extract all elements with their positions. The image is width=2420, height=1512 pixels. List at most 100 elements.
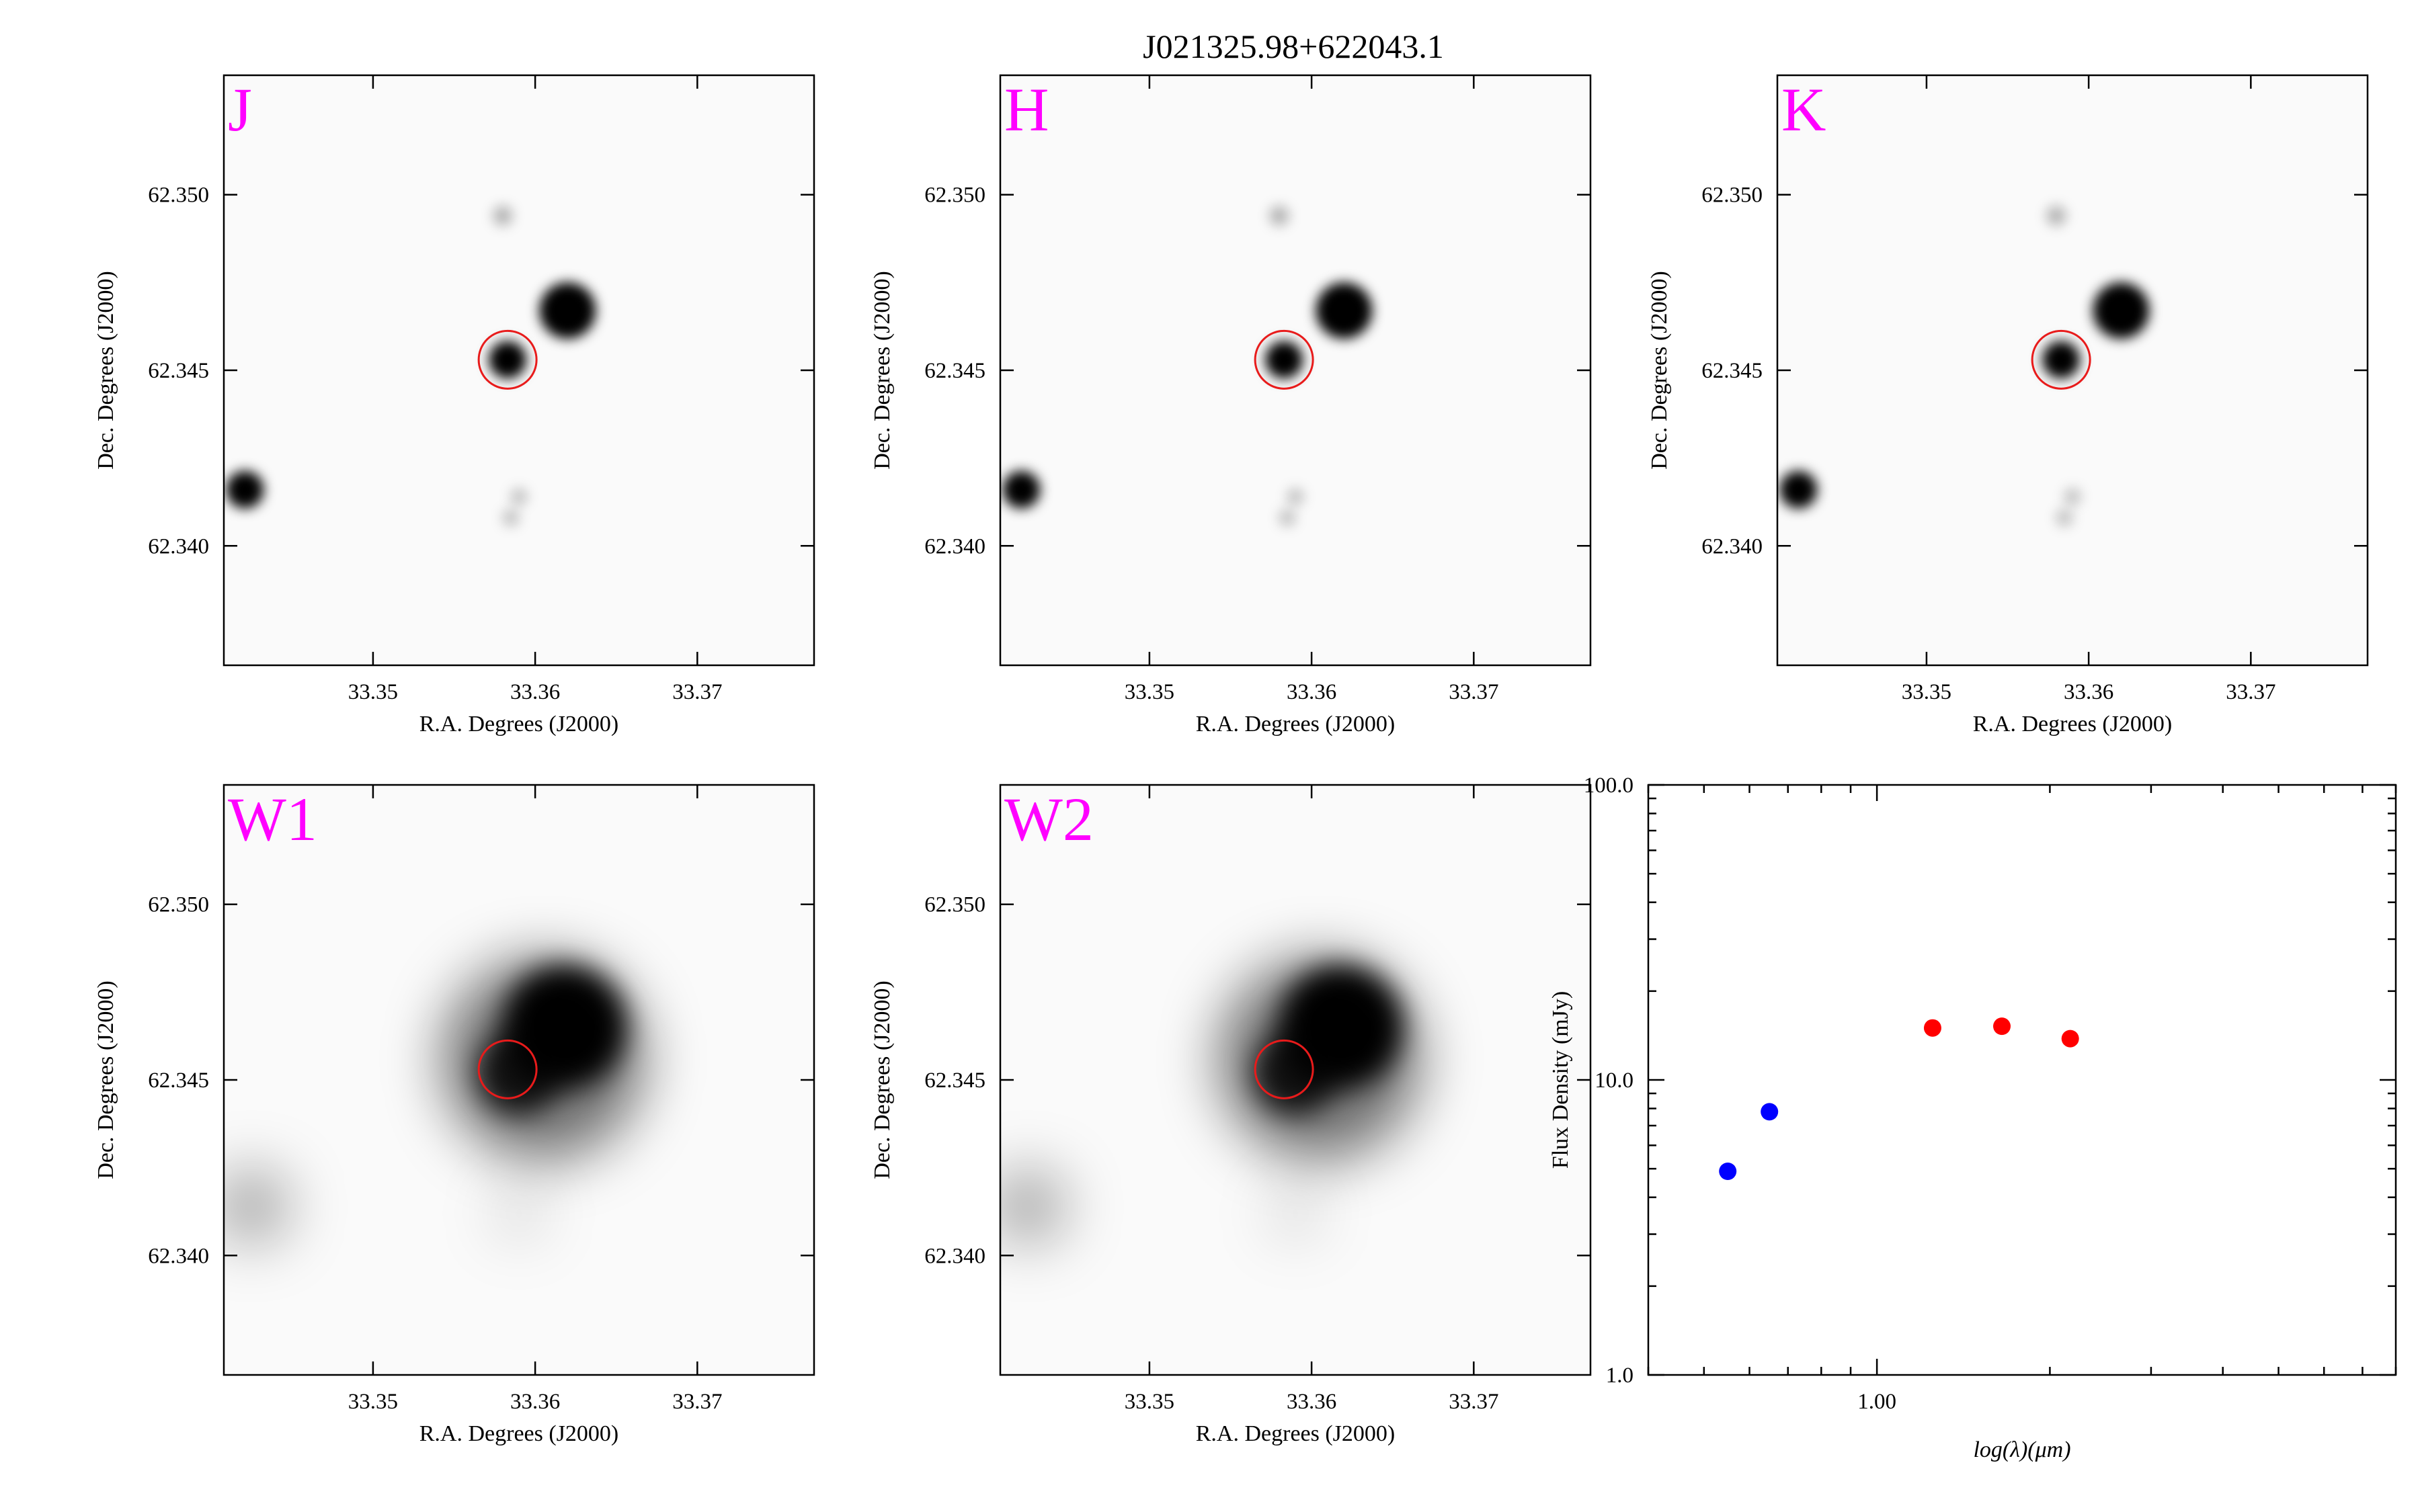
source-blob	[510, 488, 528, 506]
y-axis-label: Dec. Degrees (J2000)	[870, 271, 895, 470]
source-blob	[477, 1031, 561, 1115]
sed-axes-frame	[1647, 784, 2397, 1376]
cutout-image	[1777, 75, 2368, 665]
y-tick-label: 62.340	[148, 534, 209, 558]
sed-y-axis-label: Flux Density (mJy)	[1548, 991, 1573, 1169]
y-axis-label: Dec. Degrees (J2000)	[93, 271, 118, 470]
source-blob	[501, 509, 520, 527]
source-blob	[1000, 1167, 1067, 1246]
source-blob	[489, 341, 527, 379]
x-tick-label: 33.36	[2064, 680, 2113, 704]
target-marker-circle	[1254, 1039, 1314, 1099]
band-label: H	[1004, 75, 1049, 144]
source-blob	[492, 206, 513, 226]
x-tick-label: 33.36	[510, 680, 560, 704]
source-blob	[2064, 488, 2081, 506]
y-axis-label: Dec. Degrees (J2000)	[93, 980, 118, 1179]
sed-point-series1-1	[1719, 1163, 1737, 1181]
sed-plot: 1.00 100.0 10.0 1.0 log(λ)(μm) Flux Density (…	[1548, 773, 2397, 1462]
target-marker-circle	[477, 329, 538, 390]
band-label: K	[1781, 75, 1826, 144]
target-marker-circle	[2031, 329, 2091, 390]
y-tick-label: 62.350	[924, 183, 985, 208]
x-axis-label: R.A. Degrees (J2000)	[1196, 1421, 1396, 1446]
x-tick-label: 33.35	[1125, 1390, 1174, 1414]
image-panels: 33.35 33.36 33.37 62.350 62.345 62.340 R.A. De…	[93, 74, 2369, 1446]
x-tick-label: 33.35	[348, 680, 398, 704]
source-blob	[1278, 509, 1296, 527]
source-blob	[1265, 341, 1303, 379]
y-axis-label: Dec. Degrees (J2000)	[1647, 271, 1672, 470]
source-blob	[1287, 488, 1304, 506]
source-blob	[2046, 206, 2066, 226]
figure-title: J021325.98+622043.1	[1143, 28, 1444, 65]
source-blob	[2055, 509, 2073, 527]
cutout-image	[224, 75, 814, 665]
y-tick-label: 62.345	[924, 1068, 985, 1093]
x-tick-label: 33.37	[672, 1390, 722, 1414]
y-tick-label: 62.345	[1701, 359, 1763, 383]
band-label: W1	[228, 785, 317, 853]
x-tick-label: 33.37	[2226, 680, 2275, 704]
x-tick-label: 1.00	[1857, 1390, 1896, 1414]
source-blob	[224, 1167, 290, 1246]
y-tick-label: 10.0	[1595, 1068, 1634, 1093]
y-tick-label: 62.350	[924, 893, 985, 917]
y-tick-label: 1.0	[1606, 1363, 1634, 1388]
source-blob	[1316, 282, 1373, 339]
y-tick-label: 62.350	[1701, 183, 1763, 208]
cutout-image	[1000, 785, 1590, 1375]
band-label: J	[228, 75, 252, 144]
sed-x-axis-label: log(λ)(μm)	[1973, 1437, 2070, 1462]
cutout-image	[224, 785, 814, 1375]
source-blob	[1268, 206, 1289, 226]
y-tick-label: 62.350	[148, 893, 209, 917]
y-tick-label: 62.345	[148, 1068, 209, 1093]
source-blob	[539, 282, 596, 339]
y-tick-label: 62.340	[148, 1244, 209, 1268]
x-tick-label: 33.37	[1449, 1390, 1498, 1414]
panel-h: 33.35 33.36 33.37 62.350 62.345 62.340 R.A. De…	[870, 74, 1592, 737]
x-axis-label: R.A. Degrees (J2000)	[1196, 712, 1396, 737]
panel-j: 33.35 33.36 33.37 62.350 62.345 62.340 R.A. De…	[93, 74, 815, 737]
sed-point-series2-3	[2061, 1030, 2079, 1048]
x-axis-label: R.A. Degrees (J2000)	[419, 712, 619, 737]
source-blob	[491, 1185, 547, 1242]
y-tick-label: 62.340	[924, 534, 985, 558]
panel-w1: 33.35 33.36 33.37 62.350 62.345 62.340 R.A. De…	[93, 784, 815, 1446]
sed-point-series1-2	[1761, 1103, 1779, 1121]
y-tick-label: 62.345	[924, 359, 985, 383]
target-marker-circle	[1254, 329, 1314, 390]
y-tick-label: 62.350	[148, 183, 209, 208]
sed-point-series2-2	[1993, 1017, 2011, 1036]
source-blob	[1779, 470, 1818, 509]
x-axis-label: R.A. Degrees (J2000)	[1973, 712, 2173, 737]
target-marker-circle	[477, 1039, 538, 1099]
panel-k: 33.35 33.36 33.37 62.350 62.345 62.340 R.A. De…	[1647, 74, 2369, 737]
x-tick-label: 33.37	[672, 680, 722, 704]
x-tick-label: 33.36	[1287, 1390, 1336, 1414]
source-blob	[1254, 1031, 1337, 1115]
y-axis-label: Dec. Degrees (J2000)	[870, 980, 895, 1179]
x-tick-label: 33.37	[1449, 680, 1498, 704]
x-tick-label: 33.35	[1125, 680, 1174, 704]
source-blob	[1267, 1185, 1324, 1242]
band-label: W2	[1004, 785, 1094, 853]
x-tick-label: 33.36	[510, 1390, 560, 1414]
source-blob	[2093, 282, 2150, 339]
cutout-image	[1000, 75, 1590, 665]
y-tick-label: 100.0	[1584, 773, 1634, 798]
source-blob	[2042, 341, 2081, 379]
sed-point-series2-1	[1923, 1019, 1941, 1037]
panel-w2: 33.35 33.36 33.37 62.350 62.345 62.340 R.A. De…	[870, 784, 1592, 1446]
y-tick-label: 62.340	[924, 1244, 985, 1268]
y-tick-label: 62.340	[1701, 534, 1763, 558]
x-tick-label: 33.35	[1902, 680, 1951, 704]
source-blob	[1002, 470, 1041, 509]
x-tick-label: 33.35	[348, 1390, 398, 1414]
source-blob	[226, 470, 264, 509]
y-tick-label: 62.345	[148, 359, 209, 383]
x-tick-label: 33.36	[1287, 680, 1336, 704]
x-axis-label: R.A. Degrees (J2000)	[419, 1421, 619, 1446]
